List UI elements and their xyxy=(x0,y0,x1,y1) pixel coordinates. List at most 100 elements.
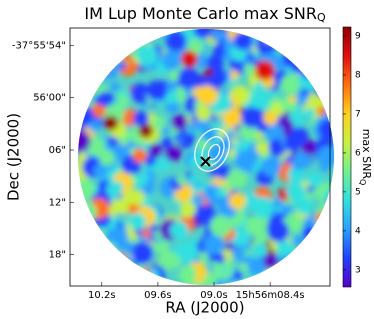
map-blob xyxy=(269,30,288,48)
map-blob xyxy=(101,33,112,43)
map-blob xyxy=(295,93,308,106)
map-blob xyxy=(265,124,284,143)
map-blob xyxy=(317,145,334,168)
map-blob xyxy=(231,226,251,247)
y-tick-label: -37°55'54" xyxy=(12,40,66,51)
map-blob xyxy=(152,116,167,131)
map-blob xyxy=(179,201,196,218)
colorbar-label: max SNRQ xyxy=(359,129,374,186)
map-blob xyxy=(260,156,282,177)
map-blob xyxy=(313,68,327,81)
map-blob xyxy=(118,61,127,70)
x-tick-label: 09.0s xyxy=(200,290,227,301)
map-blob xyxy=(129,212,147,230)
map-blob xyxy=(122,241,135,254)
map-blob xyxy=(304,54,314,64)
map-blob xyxy=(92,249,103,260)
map-blob xyxy=(314,264,332,282)
marker-stroke xyxy=(200,156,211,167)
map-blob xyxy=(106,275,114,284)
map-blob xyxy=(295,266,313,284)
map-blob xyxy=(131,242,154,265)
map-blob xyxy=(234,149,257,172)
map-blob xyxy=(209,215,232,237)
map-blob xyxy=(206,54,224,72)
map-blob xyxy=(231,248,244,261)
map-blob xyxy=(319,223,334,241)
map-blob xyxy=(320,78,334,95)
map-blob xyxy=(311,190,319,198)
contour xyxy=(207,143,221,161)
map-blob xyxy=(313,37,334,58)
map-blob xyxy=(203,184,223,203)
map-blob xyxy=(287,271,294,278)
map-blob xyxy=(275,206,283,213)
map-blob xyxy=(315,212,328,225)
map-blob xyxy=(78,36,88,54)
map-blob xyxy=(110,82,120,92)
map-blob xyxy=(78,79,92,94)
map-blob xyxy=(257,29,279,45)
map-blob xyxy=(307,171,323,187)
map-blob xyxy=(314,261,332,278)
map-blob xyxy=(296,254,304,262)
x-tick-label: 09.6s xyxy=(144,290,171,301)
map-blob xyxy=(144,155,156,167)
map-blob xyxy=(90,58,102,70)
map-blob xyxy=(260,29,272,42)
map-blob xyxy=(171,114,188,131)
colorbar-tick-label: 6 xyxy=(355,148,361,158)
map-blob xyxy=(119,43,131,54)
map-blob xyxy=(270,32,280,41)
map-blob xyxy=(169,220,189,240)
colorbar-tick-label: 8 xyxy=(355,70,361,80)
map-blob xyxy=(92,104,106,118)
map-blob xyxy=(78,239,95,260)
colorbar xyxy=(342,26,352,288)
y-tick-label: 12" xyxy=(49,197,66,208)
x-tick-label: 15h56m08.4s xyxy=(236,290,305,301)
map-blob xyxy=(284,134,301,152)
map-blob xyxy=(319,161,330,173)
map-blob xyxy=(245,214,268,237)
contour xyxy=(194,128,230,172)
map-blob xyxy=(243,63,256,76)
map-blob xyxy=(95,51,114,70)
map-blob xyxy=(253,242,269,257)
map-blob xyxy=(85,29,103,41)
map-blob xyxy=(203,67,213,77)
map-blob xyxy=(322,182,331,192)
map-blob xyxy=(324,227,334,246)
map-blob xyxy=(221,267,228,274)
map-blob xyxy=(177,67,200,90)
map-blob xyxy=(177,241,199,264)
map-blob xyxy=(291,256,309,273)
map-blob xyxy=(182,134,190,142)
map-blob xyxy=(174,200,181,207)
contour xyxy=(201,136,225,166)
map-blob xyxy=(119,31,126,39)
map-blob xyxy=(301,245,308,253)
colorbar-label-subscript: Q xyxy=(359,179,368,185)
map-blob xyxy=(314,225,322,233)
map-blob xyxy=(83,224,92,233)
map-blob xyxy=(293,235,305,247)
colorbar-tick-label: 3 xyxy=(355,265,361,275)
map-blob xyxy=(206,36,213,43)
map-blob xyxy=(137,271,151,285)
map-blob xyxy=(315,52,332,69)
map-blob xyxy=(215,188,226,198)
map-blob xyxy=(118,260,134,276)
map-blob xyxy=(91,138,106,153)
map-blob xyxy=(78,130,91,152)
map-blob xyxy=(116,33,130,47)
map-blob xyxy=(225,167,248,190)
map-blob xyxy=(103,43,121,60)
map-blob xyxy=(256,34,276,55)
map-blob xyxy=(319,60,328,68)
map-blob xyxy=(78,201,97,223)
map-blob xyxy=(150,223,159,233)
map-blob xyxy=(98,149,115,166)
map-blob xyxy=(281,267,299,285)
map-texture xyxy=(78,29,334,285)
